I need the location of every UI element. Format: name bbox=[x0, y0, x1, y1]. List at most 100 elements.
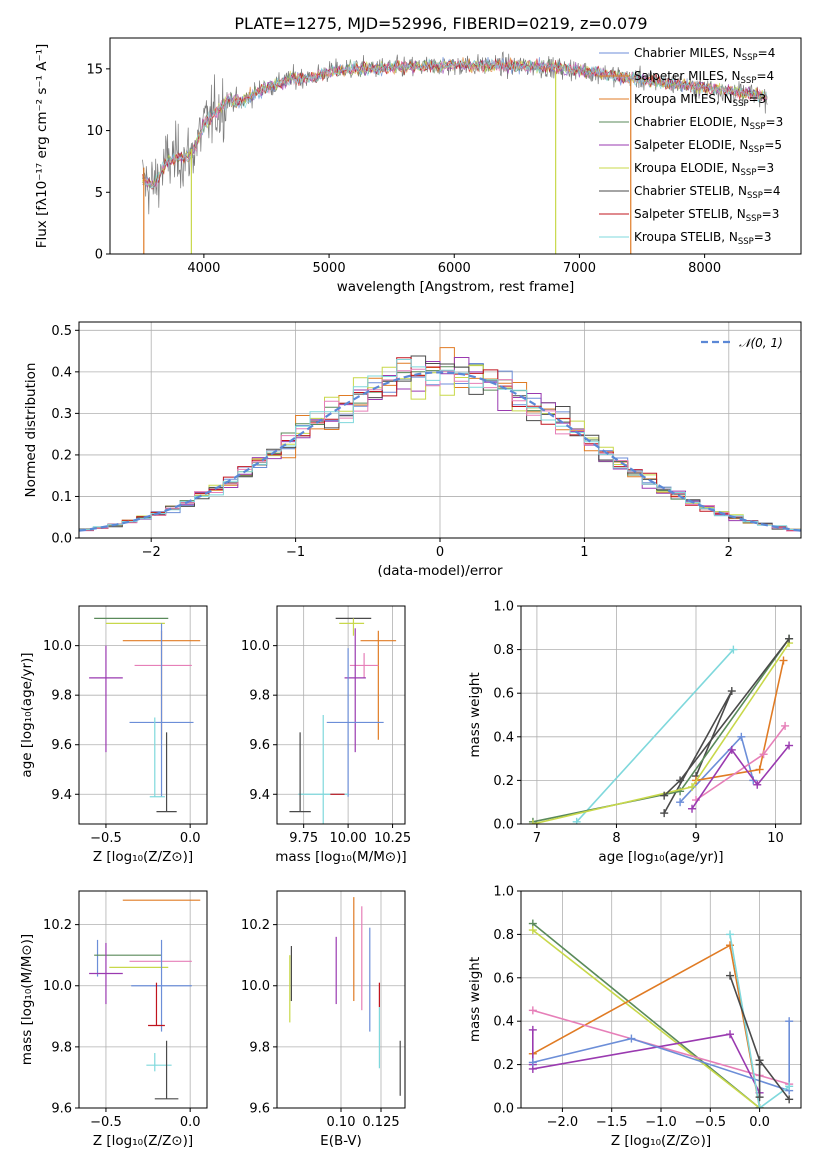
x-tick-label: 0.10 bbox=[327, 1115, 356, 1130]
series-point bbox=[759, 750, 768, 759]
plot-area bbox=[528, 634, 794, 824]
y-tick-label: 9.8 bbox=[51, 689, 72, 704]
plot-area bbox=[89, 617, 201, 813]
y-tick-label: 10.2 bbox=[241, 918, 270, 933]
y-tick-label: 10.0 bbox=[43, 639, 72, 654]
series-point bbox=[676, 787, 685, 796]
series-point bbox=[627, 1034, 636, 1043]
series-point bbox=[660, 809, 669, 818]
y-tick-label: 0.4 bbox=[493, 1015, 514, 1030]
y-tick-label: 0 bbox=[95, 248, 103, 263]
series-point bbox=[755, 1060, 764, 1069]
y-tick-label: 0.8 bbox=[493, 928, 514, 943]
x-tick-label: 0.0 bbox=[180, 831, 201, 846]
x-tick-label: 6000 bbox=[438, 261, 471, 276]
legend-item: Chabrier STELIB, NSSP=4 bbox=[599, 184, 781, 201]
series-point bbox=[727, 745, 736, 754]
series-point bbox=[726, 1030, 735, 1039]
y-tick-label: 0.6 bbox=[493, 971, 514, 986]
series-point bbox=[528, 926, 537, 935]
y-tick-label: 0.4 bbox=[51, 365, 72, 380]
y-tick-label: 0.1 bbox=[51, 490, 72, 505]
y-tick-label: 0.2 bbox=[493, 774, 514, 789]
series-point bbox=[755, 1104, 764, 1108]
series-point bbox=[755, 1093, 764, 1102]
series-point bbox=[779, 656, 788, 665]
panel-massweight_vs_age: 7 8 9 10 0.0 0.2 0.4 0.6 0.8 1.0 age [log₁₀(age/yr… bbox=[467, 600, 802, 865]
panel-age_vs_mass: 9.75 10.00 10.25 9.4 9.6 9.8 10.0 mass [log₁₀(M… bbox=[241, 605, 411, 865]
y-tick-label: 0.0 bbox=[51, 532, 72, 547]
x-tick-label: 0 bbox=[436, 545, 444, 560]
series-point bbox=[572, 817, 581, 824]
x-tick-label: 4000 bbox=[187, 261, 220, 276]
y-tick-label: 9.6 bbox=[249, 738, 270, 753]
error-bar bbox=[339, 618, 365, 636]
plot-area bbox=[79, 347, 801, 532]
series-point bbox=[676, 798, 685, 807]
series-point bbox=[753, 780, 762, 789]
error-bar bbox=[149, 717, 165, 798]
grid-lines bbox=[79, 606, 207, 824]
y-tick-label: 0.6 bbox=[493, 687, 514, 702]
y-axis-label: age [log₁₀(age/yr)] bbox=[19, 652, 35, 777]
y-tick-label: 9.8 bbox=[51, 1040, 72, 1055]
y-tick-label: 9.4 bbox=[249, 788, 270, 803]
series-point bbox=[676, 776, 685, 785]
legend-label: Chabrier MILES, NSSP=4 bbox=[634, 46, 775, 63]
x-axis-label: wavelength [Angstrom, rest frame] bbox=[337, 279, 575, 295]
x-tick-label: 9 bbox=[692, 831, 700, 846]
series-line bbox=[691, 744, 790, 810]
error-bar bbox=[146, 1052, 172, 1072]
plot-area bbox=[142, 51, 768, 254]
x-tick-label: 10.25 bbox=[374, 831, 411, 846]
panel-massweight_vs_Z: −2.0 −1.5 −1.0 −0.5 0.0 0.0 0.2 0.4 0.6 0.8 1.0 Z [… bbox=[467, 885, 802, 1149]
y-tick-label: 9.8 bbox=[249, 1040, 270, 1055]
axes-frame bbox=[109, 37, 802, 255]
axes-frame bbox=[78, 890, 208, 1109]
x-axis-label: E(B-V) bbox=[320, 1133, 362, 1149]
error-bar bbox=[326, 648, 384, 797]
legend-label: Salpeter STELIB, NSSP=3 bbox=[634, 207, 779, 224]
x-tick-label: 7000 bbox=[563, 261, 596, 276]
y-tick-label: 9.6 bbox=[51, 738, 72, 753]
series-point bbox=[726, 941, 735, 950]
series-point bbox=[726, 971, 735, 980]
x-tick-label: 7 bbox=[533, 831, 541, 846]
y-tick-label: 10.0 bbox=[241, 639, 270, 654]
legend-label: Kroupa ELODIE, NSSP=3 bbox=[634, 161, 774, 178]
x-tick-label: −1 bbox=[286, 545, 305, 560]
x-tick-label: −1.5 bbox=[596, 1115, 628, 1130]
series-line bbox=[532, 642, 790, 824]
plot-area bbox=[289, 897, 401, 1096]
error-bar bbox=[154, 1040, 179, 1100]
error-bar bbox=[156, 732, 177, 813]
y-tick-label: 0.3 bbox=[51, 407, 72, 422]
error-bar bbox=[349, 653, 379, 678]
legend-label: Salpeter MILES, NSSP=4 bbox=[634, 69, 774, 86]
y-tick-label: 9.8 bbox=[249, 689, 270, 704]
series-point bbox=[528, 1025, 537, 1034]
x-tick-label: −2 bbox=[142, 545, 161, 560]
error-bar bbox=[148, 982, 165, 1027]
axes-frame bbox=[520, 605, 802, 825]
y-tick-label: 0.8 bbox=[493, 643, 514, 658]
error-bar bbox=[89, 645, 123, 753]
model-spectrum bbox=[142, 58, 768, 190]
x-tick-label: 8 bbox=[612, 831, 620, 846]
y-tick-label: 1.0 bbox=[493, 600, 514, 615]
legend-label: Kroupa STELIB, NSSP=3 bbox=[634, 230, 772, 247]
y-tick-label: 10.2 bbox=[43, 918, 72, 933]
histogram-step bbox=[79, 355, 801, 531]
x-axis-label: Z [log₁₀(Z/Z⊙)] bbox=[93, 1133, 193, 1149]
x-tick-label: 1 bbox=[580, 545, 588, 560]
series-point bbox=[737, 732, 746, 741]
series-line bbox=[532, 929, 761, 1108]
axes-frame bbox=[78, 605, 208, 825]
y-tick-label: 9.6 bbox=[249, 1102, 270, 1117]
panel-mass_vs_Z: −0.5 0.0 9.6 9.8 10.0 10.2 Z [log₁₀(Z/Z⊙)] mass… bbox=[19, 890, 208, 1149]
axes-frame bbox=[78, 321, 802, 539]
x-tick-label: 2 bbox=[725, 545, 733, 560]
y-tick-label: 0.2 bbox=[493, 1058, 514, 1073]
y-tick-label: 0.2 bbox=[51, 448, 72, 463]
figure-title: PLATE=1275, MJD=52996, FIBERID=0219, z=0… bbox=[234, 14, 647, 33]
